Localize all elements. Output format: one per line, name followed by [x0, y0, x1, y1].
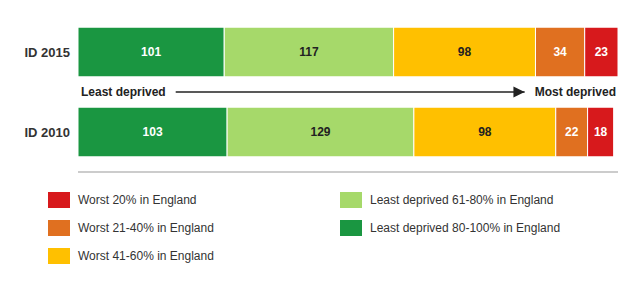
bar — [227, 107, 414, 157]
legend-label: Least deprived 61-80% in England — [370, 193, 553, 207]
tick-label: ID 2015 — [24, 45, 70, 60]
data-label: 101 — [141, 45, 161, 59]
legend-label: Worst 41-60% in England — [78, 249, 214, 263]
legend-swatch — [340, 220, 362, 236]
tick-label: ID 2010 — [24, 125, 70, 140]
bars — [78, 27, 618, 157]
legend-swatch — [48, 192, 70, 208]
data-label: 34 — [553, 45, 567, 59]
legend-label: Worst 21-40% in England — [78, 221, 214, 235]
chart: 101 117 98 34 23 103 129 98 22 18 ID 2015 ID 2010 Le… — [0, 0, 632, 291]
bar — [535, 27, 584, 77]
data-label: 98 — [478, 125, 492, 139]
x-axis-line — [78, 172, 618, 173]
bar — [394, 27, 536, 77]
bar — [224, 27, 393, 77]
data-label: 18 — [594, 125, 608, 139]
bar — [556, 107, 588, 157]
bar — [78, 27, 224, 77]
data-label: 103 — [143, 125, 163, 139]
data-label: 23 — [595, 45, 609, 59]
legend-label: Least deprived 80-100% in England — [370, 221, 560, 235]
legend: Worst 20% in England Worst 21-40% in Engl… — [48, 192, 560, 264]
legend-label: Worst 20% in England — [78, 193, 197, 207]
data-label: 117 — [299, 45, 319, 59]
data-label: 129 — [310, 125, 330, 139]
legend-swatch — [48, 220, 70, 236]
annotation: Most deprived — [535, 85, 616, 99]
data-label: 98 — [458, 45, 472, 59]
data-label: 22 — [565, 125, 579, 139]
legend-swatch — [48, 248, 70, 264]
legend-swatch — [340, 192, 362, 208]
annotation: Least deprived — [81, 85, 166, 99]
bar — [588, 107, 614, 157]
bar — [585, 27, 618, 77]
bar — [414, 107, 556, 157]
arrow — [176, 91, 525, 92]
bar — [78, 107, 227, 157]
